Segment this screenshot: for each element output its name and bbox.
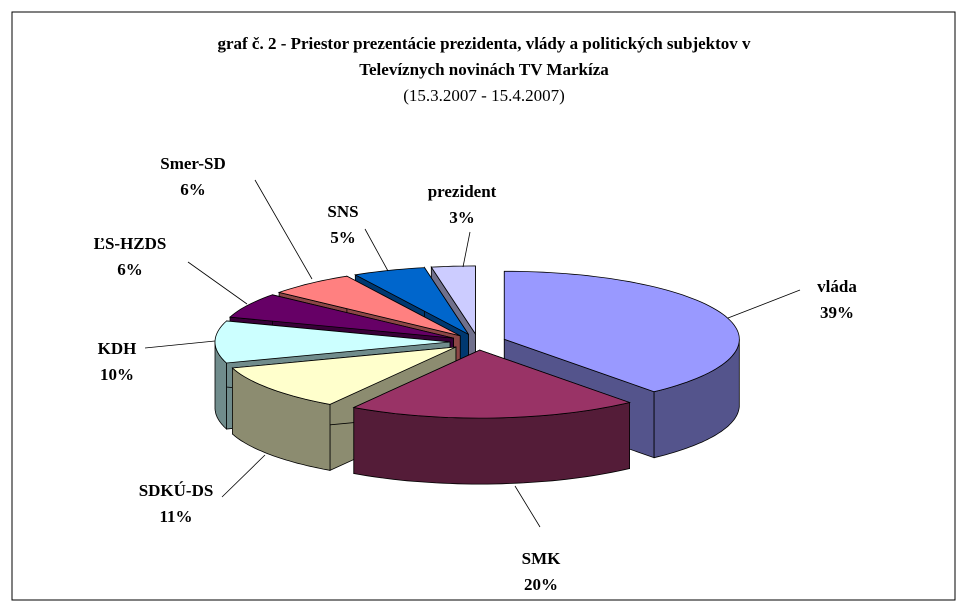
slice-label: SMK bbox=[522, 549, 562, 568]
leader-line bbox=[364, 228, 389, 272]
value-label: 20% bbox=[524, 575, 558, 594]
chart-title: Televíznych novinách TV Markíza bbox=[359, 60, 609, 79]
slice-label: ĽS-HZDS bbox=[94, 234, 167, 253]
slice-label: prezident bbox=[428, 182, 497, 201]
chart-subtitle: (15.3.2007 - 15.4.2007) bbox=[403, 86, 564, 105]
slice-top bbox=[503, 270, 740, 393]
slice-top bbox=[214, 320, 451, 364]
leader-line bbox=[187, 261, 248, 305]
leader-line bbox=[727, 289, 801, 319]
slice-label: Smer-SD bbox=[160, 154, 225, 173]
leader-line bbox=[254, 179, 313, 280]
value-label: 11% bbox=[159, 507, 192, 526]
slice-top bbox=[231, 346, 457, 405]
leader-line bbox=[462, 231, 471, 268]
slice-label: vláda bbox=[817, 277, 857, 296]
leader-line bbox=[144, 340, 216, 349]
pie-slice bbox=[352, 349, 632, 485]
slice-label: SNS bbox=[327, 202, 358, 221]
leader-line bbox=[221, 454, 266, 498]
value-label: 39% bbox=[820, 303, 854, 322]
slice-top bbox=[229, 294, 454, 339]
slice-label: SDKÚ-DS bbox=[139, 481, 214, 500]
chart-title: graf č. 2 - Priestor prezentácie prezide… bbox=[217, 34, 751, 53]
value-label: 5% bbox=[330, 228, 356, 247]
slice-top bbox=[277, 275, 461, 337]
value-label: 6% bbox=[117, 260, 143, 279]
value-label: 10% bbox=[100, 365, 134, 384]
slice-top bbox=[430, 265, 476, 336]
leader-line bbox=[514, 485, 541, 528]
slice-top bbox=[354, 267, 469, 335]
slice-top bbox=[352, 349, 632, 419]
chart-frame bbox=[11, 11, 956, 601]
value-label: 6% bbox=[180, 180, 206, 199]
value-label: 3% bbox=[449, 208, 475, 227]
slice-label: KDH bbox=[98, 339, 137, 358]
